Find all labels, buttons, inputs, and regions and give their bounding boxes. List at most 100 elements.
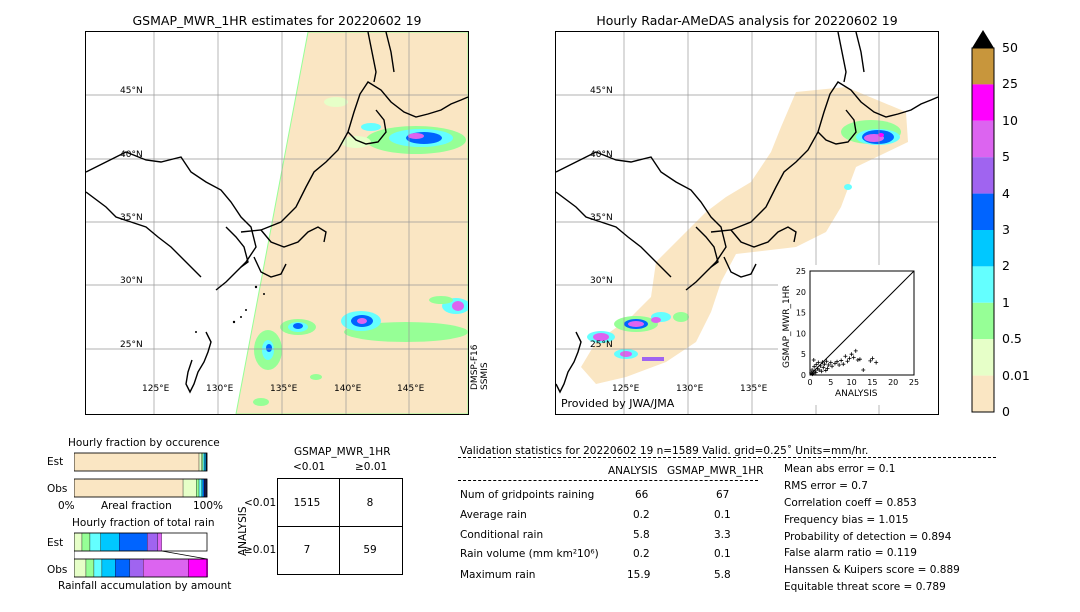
scatter-point bbox=[811, 371, 816, 376]
fraction-bar-segment bbox=[182, 478, 197, 498]
colorbar-tick-label: 1 bbox=[1002, 294, 1010, 310]
fraction-bar-segment bbox=[101, 558, 116, 578]
scatter-point bbox=[824, 359, 829, 364]
scatter-point bbox=[821, 365, 826, 370]
scatter-point bbox=[810, 368, 815, 373]
scatter-y-tick: 10 bbox=[796, 329, 806, 338]
fraction-bar-segment bbox=[74, 532, 83, 552]
scatter-point bbox=[811, 358, 816, 363]
colorbar-segment bbox=[972, 84, 994, 121]
lat-label: 45°N bbox=[120, 86, 143, 96]
scatter-point bbox=[839, 358, 844, 363]
colorbar-segment bbox=[972, 120, 994, 158]
validation-subdivider bbox=[458, 480, 758, 481]
fraction-bar-segment bbox=[115, 558, 131, 578]
scatter-point bbox=[845, 359, 850, 364]
colorbar-tick-label: 50 bbox=[1002, 40, 1018, 55]
colorbar-tick-label: 25 bbox=[1002, 76, 1018, 92]
scatter-point bbox=[855, 358, 860, 363]
scatter-y-tick: 0 bbox=[801, 371, 806, 380]
contingency-col-label: ≥0.01 bbox=[355, 461, 388, 473]
satellite-label: DMSP-F16 SSMIS bbox=[470, 344, 490, 390]
fraction-bar-segment bbox=[74, 478, 184, 498]
stat-row-analysis: 0.2 bbox=[633, 548, 650, 560]
scatter-point bbox=[851, 355, 856, 360]
score-line: Frequency bias = 1.015 bbox=[784, 514, 909, 526]
scatter-point bbox=[828, 360, 833, 365]
colorbar-tick-label: 5 bbox=[1002, 149, 1010, 165]
stat-row-gsmap: 0.1 bbox=[714, 548, 731, 560]
lat-label: 25°N bbox=[120, 340, 143, 350]
right-map-panel: 45°N 40°N 35°N 30°N 25°N 125°E 130°E 135… bbox=[555, 31, 939, 415]
colorbar-tick-label: 10 bbox=[1002, 112, 1018, 128]
scatter-x-tick: 25 bbox=[909, 378, 919, 387]
lon-label: 140°E bbox=[334, 384, 362, 394]
validation-col-analysis: ANALYSIS bbox=[608, 465, 658, 477]
score-line: Equitable threat score = 0.789 bbox=[784, 581, 946, 593]
islands-left bbox=[195, 285, 265, 333]
fraction-bar-segment bbox=[85, 558, 95, 578]
contingency-col-label: <0.01 bbox=[293, 461, 326, 473]
scatter-point bbox=[818, 363, 823, 368]
colorbar-tick-label: 0.01 bbox=[1002, 367, 1030, 383]
right-map-canvas bbox=[556, 32, 938, 414]
fraction-bar-segment bbox=[198, 478, 202, 498]
scatter-point bbox=[823, 368, 828, 373]
stat-row-gsmap: 0.1 bbox=[714, 509, 731, 521]
colorbar-segment bbox=[972, 48, 994, 85]
scatter-point bbox=[820, 360, 825, 365]
scatter-point bbox=[835, 359, 840, 364]
lon-label: 125°E bbox=[142, 384, 170, 394]
fraction-bar-segment bbox=[204, 452, 206, 472]
scatter-point bbox=[812, 364, 817, 369]
scatter-x-tick: 0 bbox=[807, 378, 812, 387]
scatter-point bbox=[868, 358, 873, 363]
scatter-plot: 00 5 5 10 10 15 15 20 20 25 25 bbox=[796, 267, 919, 387]
contingency-row-label: <0.01 bbox=[244, 497, 277, 509]
scatter-x-tick: 5 bbox=[828, 378, 833, 387]
scatter-point bbox=[825, 366, 830, 371]
rain-patches-right bbox=[587, 120, 901, 361]
radar-coverage bbox=[581, 87, 908, 384]
score-line: Hanssen & Kuipers score = 0.889 bbox=[784, 564, 960, 576]
stat-row-label: Maximum rain bbox=[460, 569, 536, 581]
lat-label: 25°N bbox=[590, 340, 613, 350]
lat-label: 35°N bbox=[590, 213, 613, 223]
scatter-x-tick: 15 bbox=[867, 378, 877, 387]
score-line: Mean abs error = 0.1 bbox=[784, 463, 896, 475]
fraction-bar-segment bbox=[202, 478, 205, 498]
fraction-bar-segment bbox=[93, 558, 103, 578]
scatter-point bbox=[853, 348, 858, 353]
lat-label: 30°N bbox=[590, 276, 613, 286]
rain-est-label: Est bbox=[47, 537, 64, 549]
scatter-point bbox=[830, 364, 835, 369]
lat-label: 40°N bbox=[590, 150, 613, 160]
occurrence-obs-label: Obs bbox=[47, 483, 68, 495]
lat-label: 40°N bbox=[120, 150, 143, 160]
colorbar bbox=[971, 30, 995, 413]
fraction-bar-segment bbox=[74, 558, 87, 578]
score-line: RMS error = 0.7 bbox=[784, 480, 868, 492]
scatter-y-tick: 25 bbox=[796, 267, 806, 276]
fraction-bar-segment bbox=[202, 452, 205, 472]
right-map-title: Hourly Radar-AMeDAS analysis for 2022060… bbox=[596, 13, 898, 28]
lon-label: 130°E bbox=[206, 384, 234, 394]
scatter-point bbox=[819, 369, 824, 374]
occurrence-x-mid: Areal fraction bbox=[101, 500, 172, 512]
score-line: False alarm ratio = 0.119 bbox=[784, 547, 917, 559]
colorbar-frame bbox=[971, 47, 995, 413]
scatter-xlabel: ANALYSIS bbox=[835, 389, 878, 399]
stat-row-analysis: 66 bbox=[635, 489, 649, 501]
fraction-bar-segment bbox=[74, 452, 200, 472]
validation-divider bbox=[458, 457, 996, 458]
fraction-bar-segment bbox=[143, 558, 189, 578]
fraction-bar-segment bbox=[201, 478, 204, 498]
score-line: Correlation coeff = 0.853 bbox=[784, 497, 917, 509]
scatter-point bbox=[837, 363, 842, 368]
lon-label: 125°E bbox=[612, 384, 640, 394]
scatter-diagonal bbox=[809, 270, 915, 376]
rain-fraction-xlabel: Rainfall accumulation by amount bbox=[58, 580, 232, 592]
data-credit: Provided by JWA/JMA bbox=[561, 397, 675, 410]
fraction-bar-frame bbox=[74, 558, 208, 578]
stat-row-label: Rain volume (mm km²10⁶) bbox=[460, 548, 599, 560]
